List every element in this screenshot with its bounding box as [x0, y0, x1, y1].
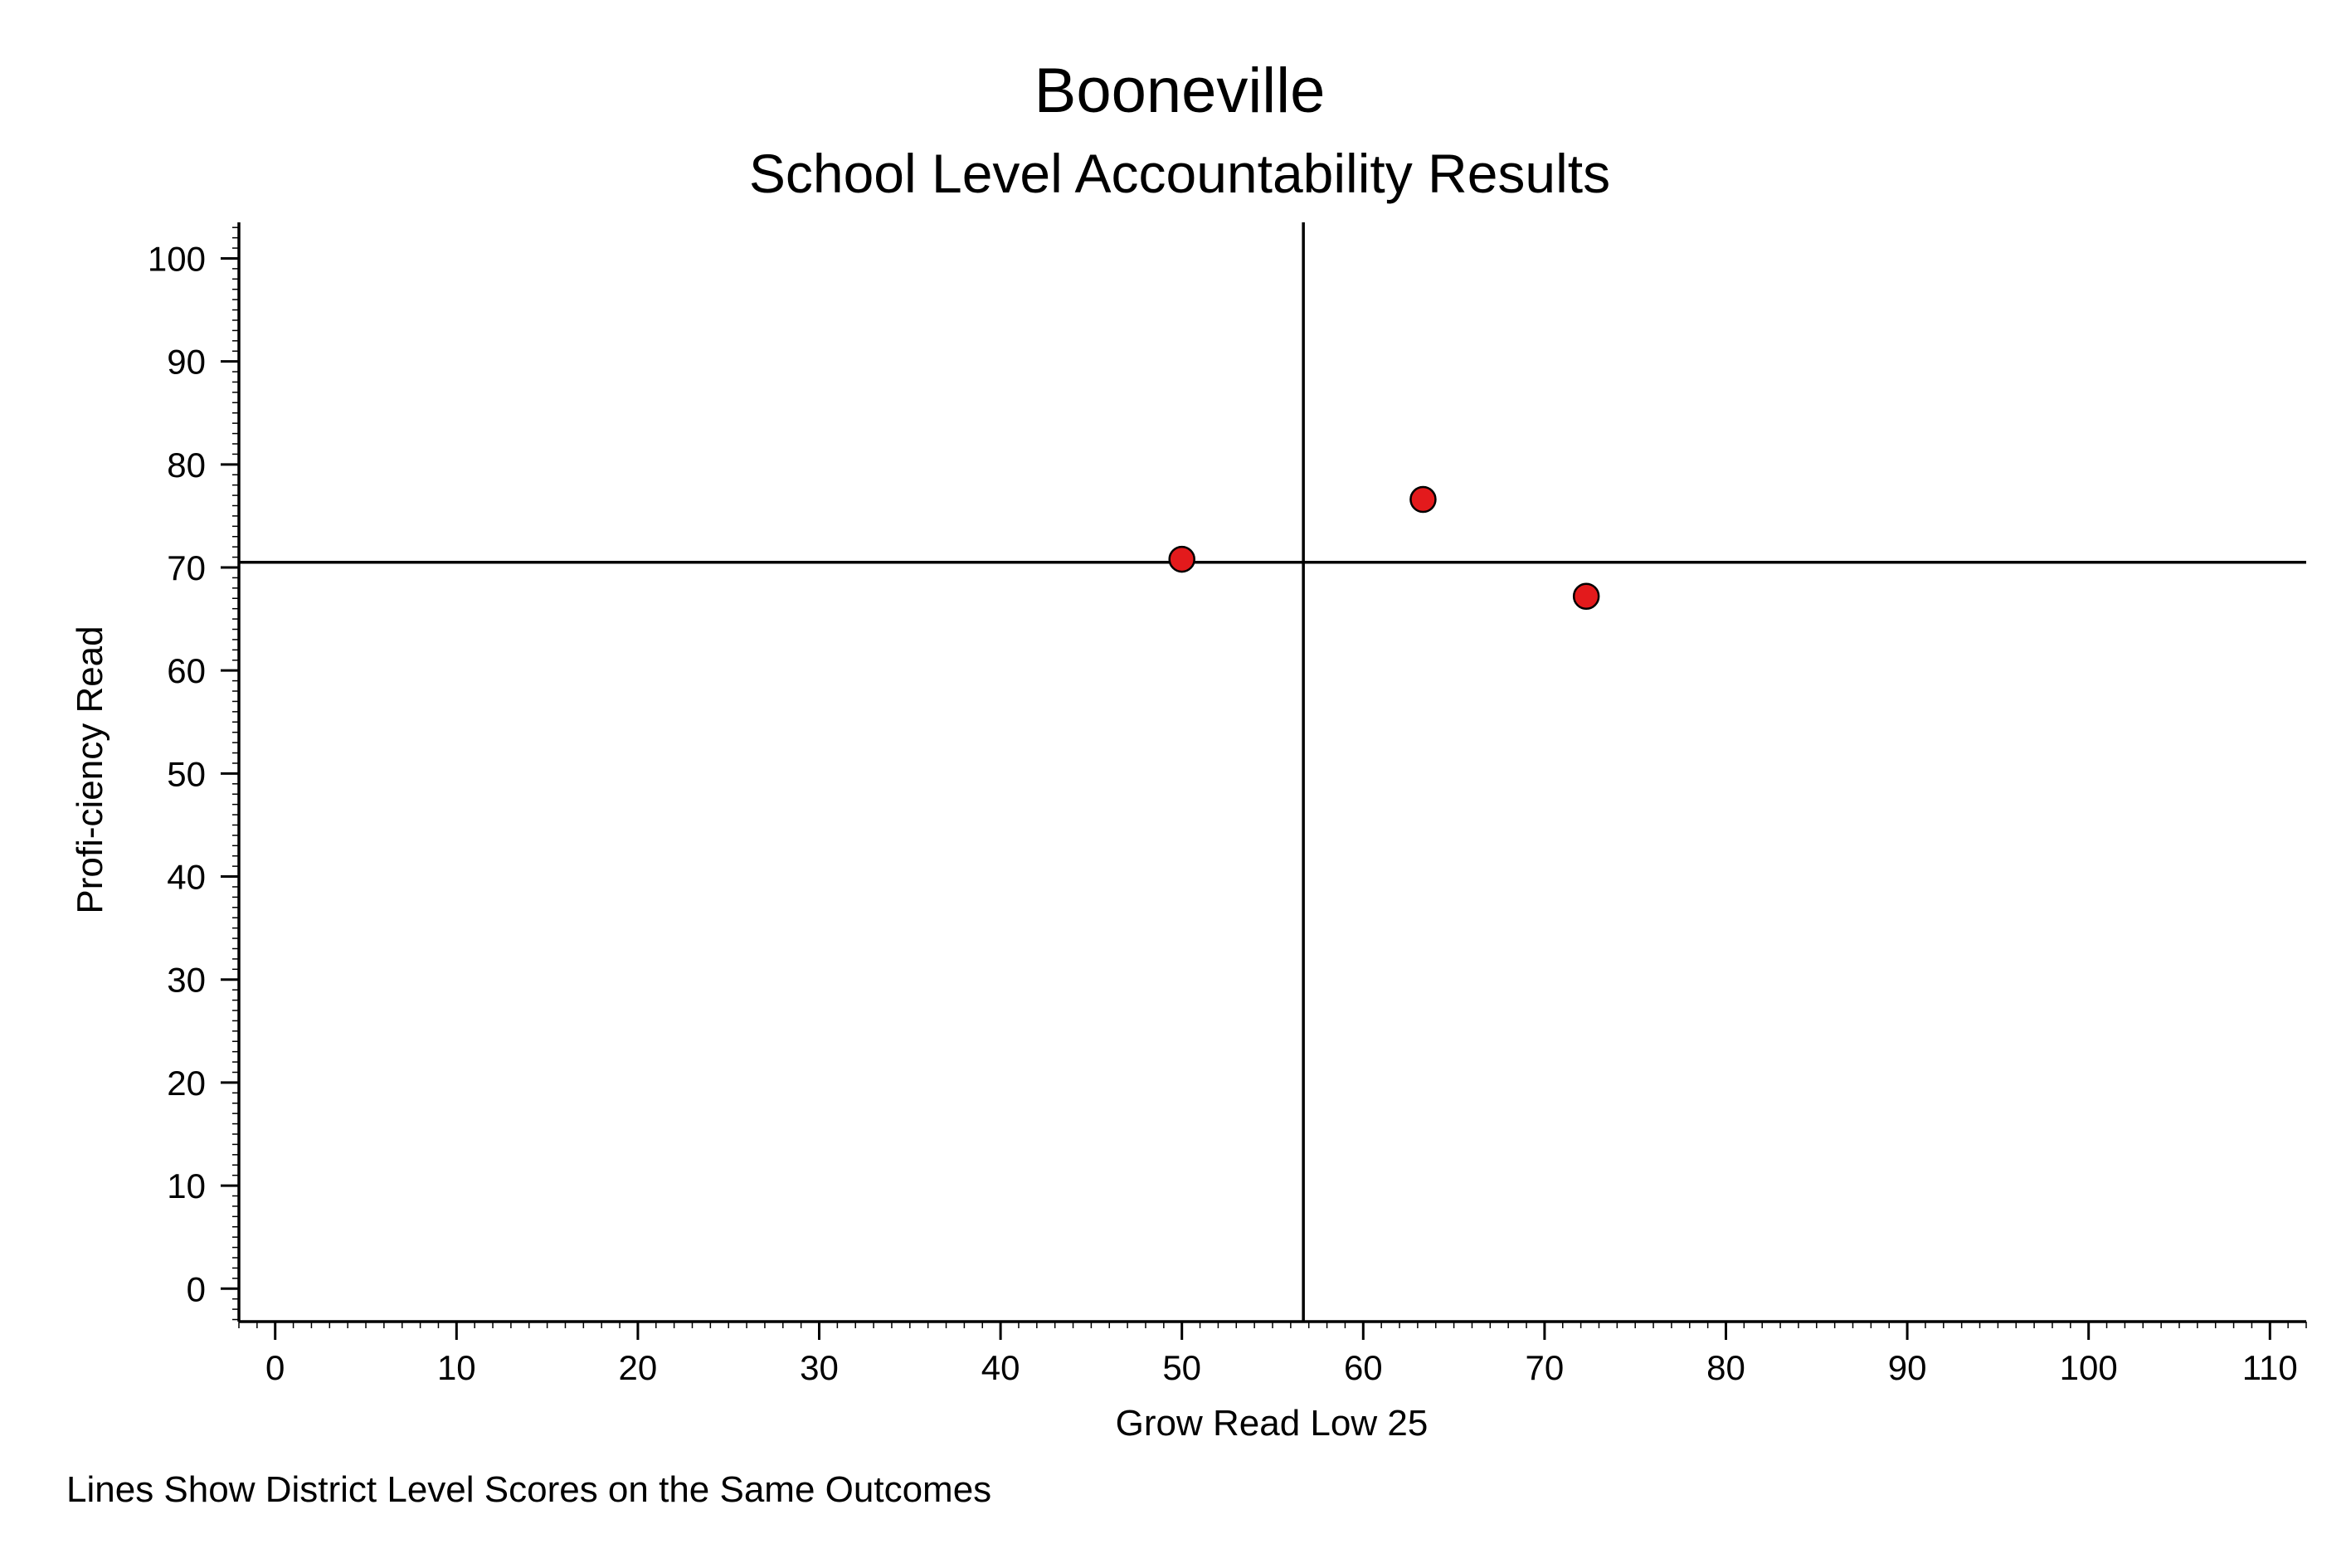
chart-title: Booneville — [1034, 56, 1326, 126]
footnote: Lines Show District Level Scores on the … — [66, 1469, 991, 1510]
x-tick-label: 90 — [1888, 1348, 1927, 1387]
y-tick-label: 60 — [167, 651, 206, 690]
y-tick-label: 70 — [167, 548, 206, 587]
y-tick-label: 100 — [148, 239, 206, 278]
x-tick-label: 20 — [619, 1348, 658, 1387]
y-tick-label: 0 — [187, 1269, 206, 1308]
x-tick-label: 70 — [1526, 1348, 1565, 1387]
x-tick-label: 110 — [2242, 1348, 2298, 1387]
scatter-point — [1409, 485, 1437, 514]
chart-subtitle: School Level Accountability Results — [749, 143, 1610, 204]
y-tick-label: 20 — [167, 1064, 206, 1103]
x-tick-label: 100 — [2060, 1348, 2118, 1387]
y-tick-label: 10 — [167, 1166, 206, 1205]
x-axis-title: Grow Read Low 25 — [1116, 1403, 1429, 1444]
y-tick-label: 30 — [167, 961, 206, 1000]
y-tick-label: 40 — [167, 858, 206, 897]
scatter-point — [1572, 582, 1600, 611]
x-tick-label: 30 — [800, 1348, 839, 1387]
x-tick-label: 0 — [265, 1348, 285, 1387]
x-tick-label: 10 — [437, 1348, 476, 1387]
x-tick-label: 40 — [981, 1348, 1020, 1387]
y-tick-label: 90 — [167, 343, 206, 382]
x-tick-label: 50 — [1162, 1348, 1201, 1387]
y-tick-label: 50 — [167, 754, 206, 793]
x-tick-label: 60 — [1344, 1348, 1383, 1387]
y-tick-label: 80 — [167, 446, 206, 485]
y-axis-title: Profi-ciency Read — [70, 626, 110, 913]
x-tick-label: 80 — [1706, 1348, 1745, 1387]
scatter-point — [1168, 545, 1195, 573]
plot-area: 0 10 20 30 40 50 60 70 80 90 100 0 10 20 30 40 50 60 70 80 9… — [148, 222, 2307, 1387]
